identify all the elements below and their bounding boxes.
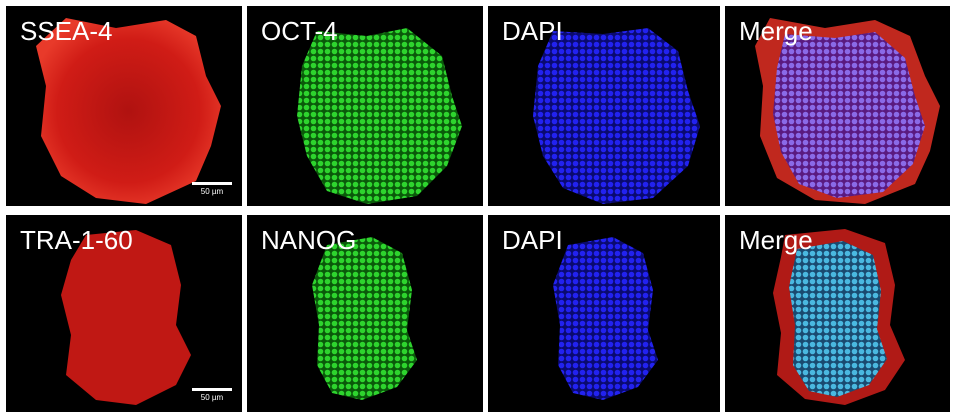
scale-bar-line: [192, 388, 232, 391]
scale-bar-label: 50 µm: [200, 187, 224, 196]
panel-label: DAPI: [502, 225, 563, 255]
panel-label: NANOG: [261, 225, 357, 255]
panel-label: Merge: [739, 16, 813, 46]
dapi-colony-image: [553, 237, 658, 400]
panel-oct4: OCT-4: [247, 6, 483, 206]
panel-ssea4: SSEA-4 50 µm: [6, 6, 242, 206]
tra160-colony-image: [61, 230, 191, 405]
panel-label: TRA-1-60: [20, 225, 133, 255]
panel-dapi-1: DAPI: [488, 6, 720, 206]
panel-merge-1: Merge: [725, 6, 950, 206]
merge-colony-image: [755, 18, 940, 204]
merge-colony-image: [773, 229, 905, 405]
panel-label: DAPI: [502, 16, 563, 46]
dapi-colony-image: [533, 28, 700, 204]
scale-bar-line: [192, 182, 232, 185]
scale-bar: 50 µm: [192, 182, 232, 196]
panel-nanog: NANOG: [247, 215, 483, 412]
oct4-colony-image: [297, 28, 462, 204]
panel-dapi-2: DAPI: [488, 215, 720, 412]
scale-bar: 50 µm: [192, 388, 232, 402]
ssea4-colony-image: [36, 18, 221, 204]
panel-label: SSEA-4: [20, 16, 113, 46]
panel-tra160: TRA-1-60 50 µm: [6, 215, 242, 412]
panel-merge-2: Merge: [725, 215, 950, 412]
scale-bar-label: 50 µm: [200, 393, 224, 402]
panel-label: Merge: [739, 225, 813, 255]
panel-label: OCT-4: [261, 16, 338, 46]
nanog-colony-image: [312, 237, 417, 400]
